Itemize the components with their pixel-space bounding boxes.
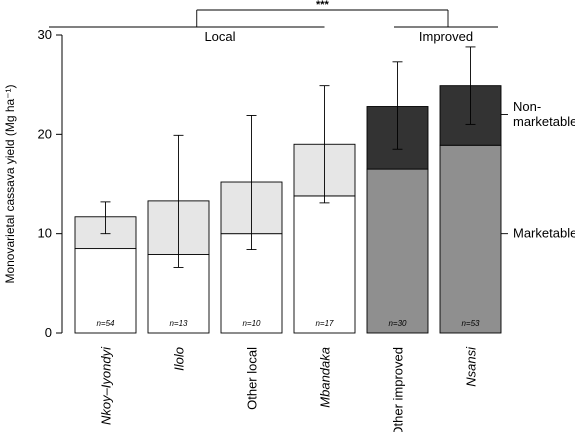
n-label: n=10 <box>242 319 261 328</box>
bar-marketable <box>74 248 137 334</box>
n-label: n=54 <box>96 319 115 328</box>
y-tick-label: 30 <box>38 27 52 42</box>
x-category-label: Nkoy–Iyondyi <box>99 346 114 425</box>
bar-marketable <box>439 144 502 334</box>
group-label-local: Local <box>204 29 235 44</box>
side-label-non-marketable: marketable <box>513 114 575 129</box>
y-tick-label: 20 <box>38 126 52 141</box>
significance-label: *** <box>316 0 330 11</box>
y-tick-label: 10 <box>38 226 52 241</box>
n-label: n=53 <box>461 319 480 328</box>
x-category-label: Nsansi <box>464 346 479 387</box>
group-label-improved: Improved <box>419 29 473 44</box>
n-label: n=13 <box>169 319 188 328</box>
side-label-marketable: Marketable <box>513 226 575 241</box>
x-category-label: Other local <box>245 347 260 410</box>
n-label: n=30 <box>388 319 407 328</box>
n-label: n=17 <box>315 319 334 328</box>
x-category-label: Mbandaka <box>318 347 333 408</box>
x-category-label: Other improved <box>391 347 406 432</box>
bar-marketable <box>293 195 356 334</box>
bar-marketable <box>366 168 429 334</box>
y-axis-label: Monovarietal cassava yield (Mg ha⁻¹) <box>3 84 17 283</box>
y-tick-label: 0 <box>45 325 52 340</box>
side-label-non-marketable: Non- <box>513 99 541 114</box>
x-category-label: Ilolo <box>172 347 187 371</box>
